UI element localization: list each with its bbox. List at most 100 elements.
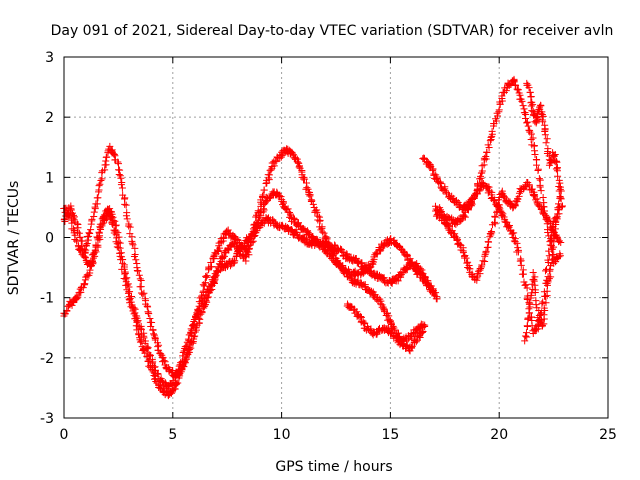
data-point: [487, 228, 495, 236]
data-point: [523, 119, 531, 127]
data-point: [429, 166, 437, 174]
data-point: [242, 257, 250, 265]
data-point: [286, 210, 294, 218]
data-point: [61, 215, 69, 223]
data-point: [537, 101, 545, 109]
data-point: [109, 220, 117, 228]
data-point: [478, 178, 486, 186]
data-point: [176, 369, 184, 377]
data-point: [93, 200, 101, 208]
data-point: [129, 241, 137, 249]
data-point: [128, 239, 136, 247]
data-point: [98, 175, 106, 183]
data-point: [538, 300, 546, 308]
data-point: [96, 180, 104, 188]
data-point: [225, 246, 233, 254]
data-point: [186, 345, 194, 353]
data-point: [525, 181, 533, 189]
data-point: [543, 287, 551, 295]
data-point: [556, 252, 564, 260]
data-point: [160, 357, 168, 365]
data-point: [533, 114, 541, 122]
data-point: [502, 87, 510, 95]
data-point: [81, 280, 89, 288]
data-point: [129, 307, 137, 315]
data-point: [515, 189, 523, 197]
data-point: [132, 322, 140, 330]
data-point: [522, 329, 530, 337]
data-point: [161, 358, 169, 366]
data-point: [484, 183, 492, 191]
data-point: [484, 141, 492, 149]
data-point: [531, 281, 539, 289]
data-point: [350, 280, 358, 288]
data-point: [301, 175, 309, 183]
data-point: [73, 295, 81, 303]
data-point: [130, 253, 138, 261]
data-point: [475, 187, 483, 195]
data-point: [538, 322, 546, 329]
data-point: [511, 238, 519, 246]
data-point: [76, 285, 84, 293]
data-point: [260, 206, 268, 214]
data-point: [133, 326, 141, 334]
data-point: [300, 234, 308, 242]
data-point: [498, 209, 506, 217]
data-point: [68, 301, 76, 309]
data-point: [251, 231, 259, 239]
data-point: [302, 235, 310, 243]
data-point: [76, 234, 84, 242]
chart-title: Day 091 of 2021, Sidereal Day-to-day VTE…: [51, 23, 614, 39]
data-point: [534, 167, 542, 175]
data-point: [531, 151, 539, 159]
data-point: [140, 345, 148, 353]
data-point: [202, 273, 210, 281]
data-point: [542, 139, 550, 147]
data-point: [210, 273, 218, 281]
data-point: [366, 264, 374, 272]
data-point: [103, 153, 111, 161]
data-point: [135, 331, 143, 339]
data-point: [149, 330, 157, 338]
data-point: [368, 257, 376, 265]
data-point: [136, 275, 144, 283]
data-point: [209, 278, 217, 286]
data-point: [108, 219, 116, 227]
y-tick-label: -3: [40, 411, 54, 427]
data-point: [70, 225, 78, 233]
data-point: [542, 292, 550, 300]
data-point: [541, 131, 549, 139]
data-point: [531, 273, 539, 281]
data-point: [500, 193, 508, 201]
data-point: [526, 128, 534, 136]
data-point: [199, 287, 207, 295]
data-point: [550, 238, 558, 246]
data-point: [197, 292, 205, 300]
y-tick-label: -2: [40, 351, 54, 367]
data-point: [126, 299, 134, 307]
data-point: [93, 194, 101, 202]
data-point: [115, 170, 123, 178]
data-point: [479, 257, 487, 265]
data-point: [190, 333, 198, 341]
data-point: [288, 149, 296, 157]
data-point: [293, 158, 301, 166]
data-point: [545, 252, 553, 260]
grid-lines: [64, 57, 608, 418]
data-point: [152, 378, 160, 386]
data-point: [201, 279, 209, 287]
y-axis-label: SDTVAR / TECUs: [6, 181, 22, 296]
data-point: [236, 250, 244, 258]
data-point: [385, 240, 393, 248]
data-point: [320, 229, 328, 237]
data-point: [77, 288, 85, 296]
data-point: [554, 210, 562, 218]
data-point: [121, 275, 129, 283]
data-point: [75, 229, 83, 237]
data-point: [557, 238, 565, 246]
data-point: [437, 208, 445, 216]
data-point: [432, 289, 440, 297]
data-point: [114, 158, 122, 166]
data-point: [514, 86, 522, 94]
data-point: [145, 310, 153, 318]
